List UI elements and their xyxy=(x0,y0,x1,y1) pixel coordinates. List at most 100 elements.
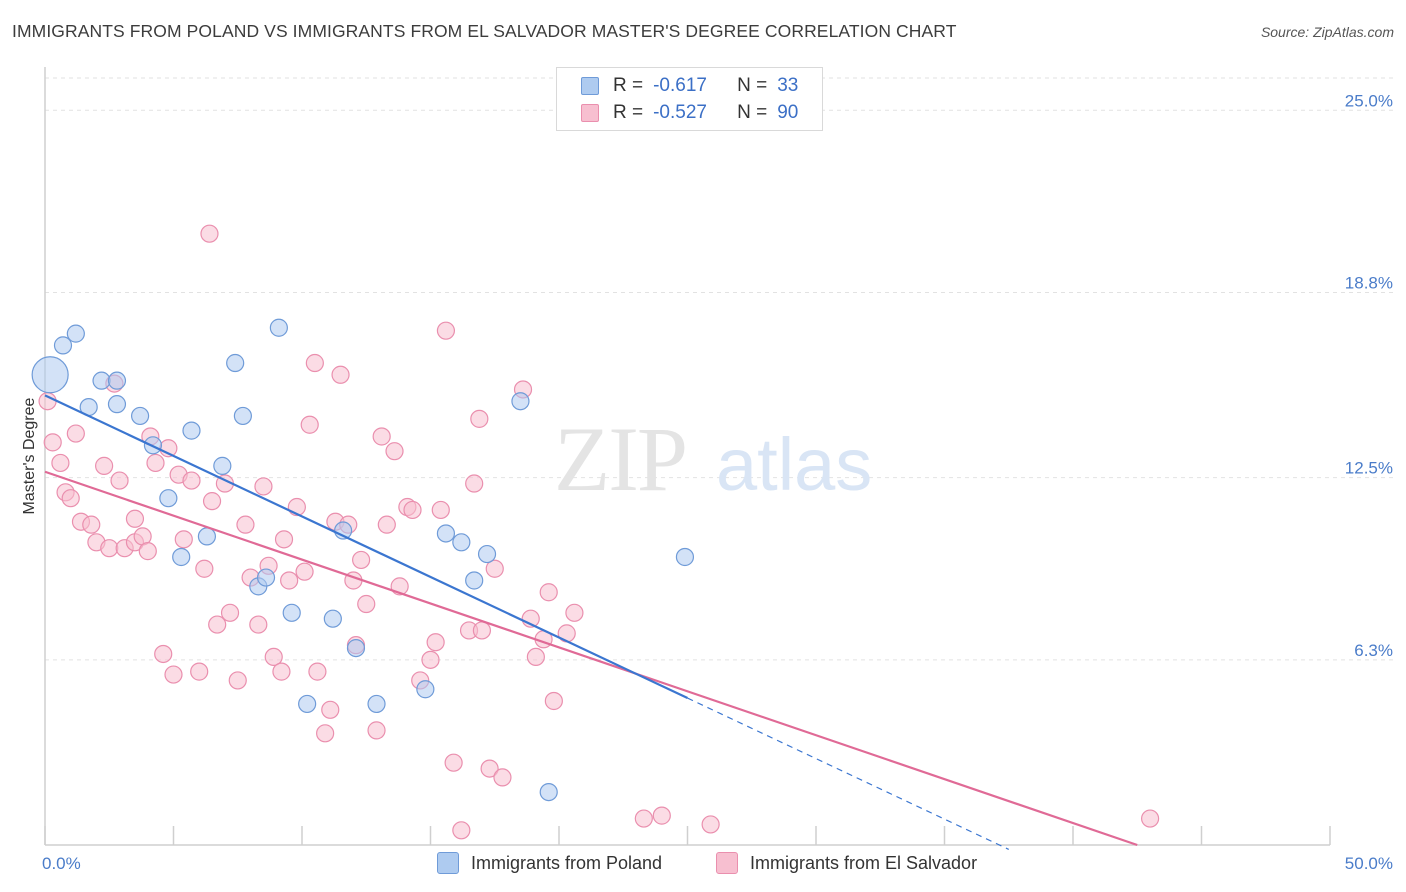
trend-line-poland xyxy=(44,394,688,700)
data-point-elsalvador xyxy=(100,539,119,558)
data-point-poland xyxy=(107,395,127,414)
data-point-elsalvador xyxy=(220,603,240,622)
data-point-poland xyxy=(107,371,127,390)
data-point-poland xyxy=(213,456,232,475)
data-point-elsalvador xyxy=(316,724,335,743)
bottom-legend-elsalvador: Immigrants from El Salvador xyxy=(716,852,977,874)
legend-n-value-elsalvador: 90 xyxy=(777,102,799,123)
data-point-poland xyxy=(477,544,497,564)
x-tick-label: 50.0% xyxy=(1345,854,1393,873)
data-point-elsalvador xyxy=(544,691,563,711)
data-point-elsalvador xyxy=(526,647,545,667)
data-point-elsalvador xyxy=(431,500,450,520)
y-tick-labels: 6.3% 12.5% 18.8% 25.0% xyxy=(1345,91,1393,660)
data-point-poland xyxy=(197,527,217,546)
data-point-elsalvador xyxy=(485,559,504,578)
data-point-poland xyxy=(130,406,150,426)
data-point-elsalvador xyxy=(321,700,340,719)
data-point-poland xyxy=(323,609,342,628)
bottom-legend-swatch-elsalvador xyxy=(716,852,738,874)
data-point-elsalvador xyxy=(190,662,209,681)
legend-n-label: N = xyxy=(737,75,768,96)
data-point-elsalvador xyxy=(200,224,219,243)
data-point-elsalvador xyxy=(357,594,376,614)
data-point-elsalvador xyxy=(236,515,255,534)
data-point-elsalvador xyxy=(154,644,173,664)
data-point-elsalvador xyxy=(280,571,299,590)
data-point-elsalvador xyxy=(249,615,268,634)
data-point-elsalvador xyxy=(110,471,129,490)
legend-r-label: R = xyxy=(613,102,644,123)
y-axis-label: Master's Degree xyxy=(21,397,38,514)
data-point-elsalvador xyxy=(465,474,484,493)
series-poland xyxy=(31,318,695,802)
data-point-elsalvador xyxy=(182,471,201,490)
y-tick-label: 6.3% xyxy=(1354,641,1393,660)
data-point-elsalvador xyxy=(352,550,371,570)
data-point-elsalvador xyxy=(66,424,85,443)
chart-title: IMMIGRANTS FROM POLAND VS IMMIGRANTS FRO… xyxy=(12,21,957,41)
trend-line-elsalvador xyxy=(44,470,1138,847)
bottom-legend-label-elsalvador: Immigrants from El Salvador xyxy=(750,852,978,873)
data-point-elsalvador xyxy=(125,509,145,528)
data-point-poland xyxy=(182,421,201,440)
data-point-poland xyxy=(159,489,178,508)
data-point-elsalvador xyxy=(652,806,671,825)
data-point-elsalvador xyxy=(470,409,489,428)
legend-n-label: N = xyxy=(737,102,768,123)
data-point-elsalvador xyxy=(539,583,558,602)
y-tick-label: 12.5% xyxy=(1345,459,1393,478)
x-tick-labels: 0.0% 50.0% xyxy=(42,854,1393,873)
source-label: Source: ZipAtlas.com xyxy=(1260,24,1394,40)
data-point-elsalvador xyxy=(372,427,391,446)
data-point-elsalvador xyxy=(452,821,471,840)
data-point-elsalvador xyxy=(146,453,165,473)
data-point-poland xyxy=(675,547,695,567)
data-point-elsalvador xyxy=(444,753,463,772)
data-point-elsalvador xyxy=(51,453,70,473)
legend-swatch-elsalvador xyxy=(581,104,599,122)
legend-row-elsalvador: R = -0.527 N = 90 xyxy=(581,101,798,125)
legend-r-value-poland: -0.617 xyxy=(653,75,707,96)
watermark: ZIP atlas xyxy=(554,408,872,510)
data-point-elsalvador xyxy=(272,662,291,681)
data-point-elsalvador xyxy=(472,621,491,640)
trend-line-poland-extension xyxy=(687,697,1010,850)
data-point-elsalvador xyxy=(174,530,193,549)
watermark-zip: ZIP xyxy=(554,408,686,510)
data-point-elsalvador xyxy=(300,415,319,434)
data-point-elsalvador xyxy=(95,456,114,475)
data-point-elsalvador xyxy=(421,650,440,669)
data-point-elsalvador xyxy=(634,809,653,828)
data-point-elsalvador xyxy=(202,492,222,511)
data-point-elsalvador xyxy=(61,489,80,508)
data-point-elsalvador xyxy=(426,633,445,652)
data-point-elsalvador xyxy=(480,759,499,778)
data-point-poland xyxy=(66,324,85,343)
trend-lines xyxy=(44,394,1138,850)
legend-row-poland: R = -0.617 N = 33 xyxy=(581,74,798,98)
data-point-poland xyxy=(53,336,73,355)
data-point-elsalvador xyxy=(305,353,324,373)
data-point-poland xyxy=(452,533,471,552)
data-point-elsalvador xyxy=(701,815,720,834)
data-point-elsalvador xyxy=(138,542,157,561)
data-point-poland xyxy=(31,356,69,394)
data-point-poland xyxy=(233,406,252,426)
data-point-poland xyxy=(367,694,386,714)
data-point-elsalvador xyxy=(377,515,396,534)
data-point-poland xyxy=(226,353,245,373)
data-point-poland xyxy=(298,694,317,714)
stats-legend: R = -0.617 N = 33 R = -0.527 N = 90 xyxy=(556,67,823,131)
legend-r-value-elsalvador: -0.527 xyxy=(653,102,707,123)
data-point-poland xyxy=(269,318,288,337)
series-elsalvador xyxy=(38,224,1160,840)
data-point-elsalvador xyxy=(43,433,62,452)
data-point-elsalvador xyxy=(264,647,283,667)
data-point-poland xyxy=(92,371,111,390)
data-point-elsalvador xyxy=(295,562,314,581)
data-point-elsalvador xyxy=(1140,809,1160,828)
data-point-elsalvador xyxy=(493,768,512,787)
data-point-poland xyxy=(172,547,191,567)
